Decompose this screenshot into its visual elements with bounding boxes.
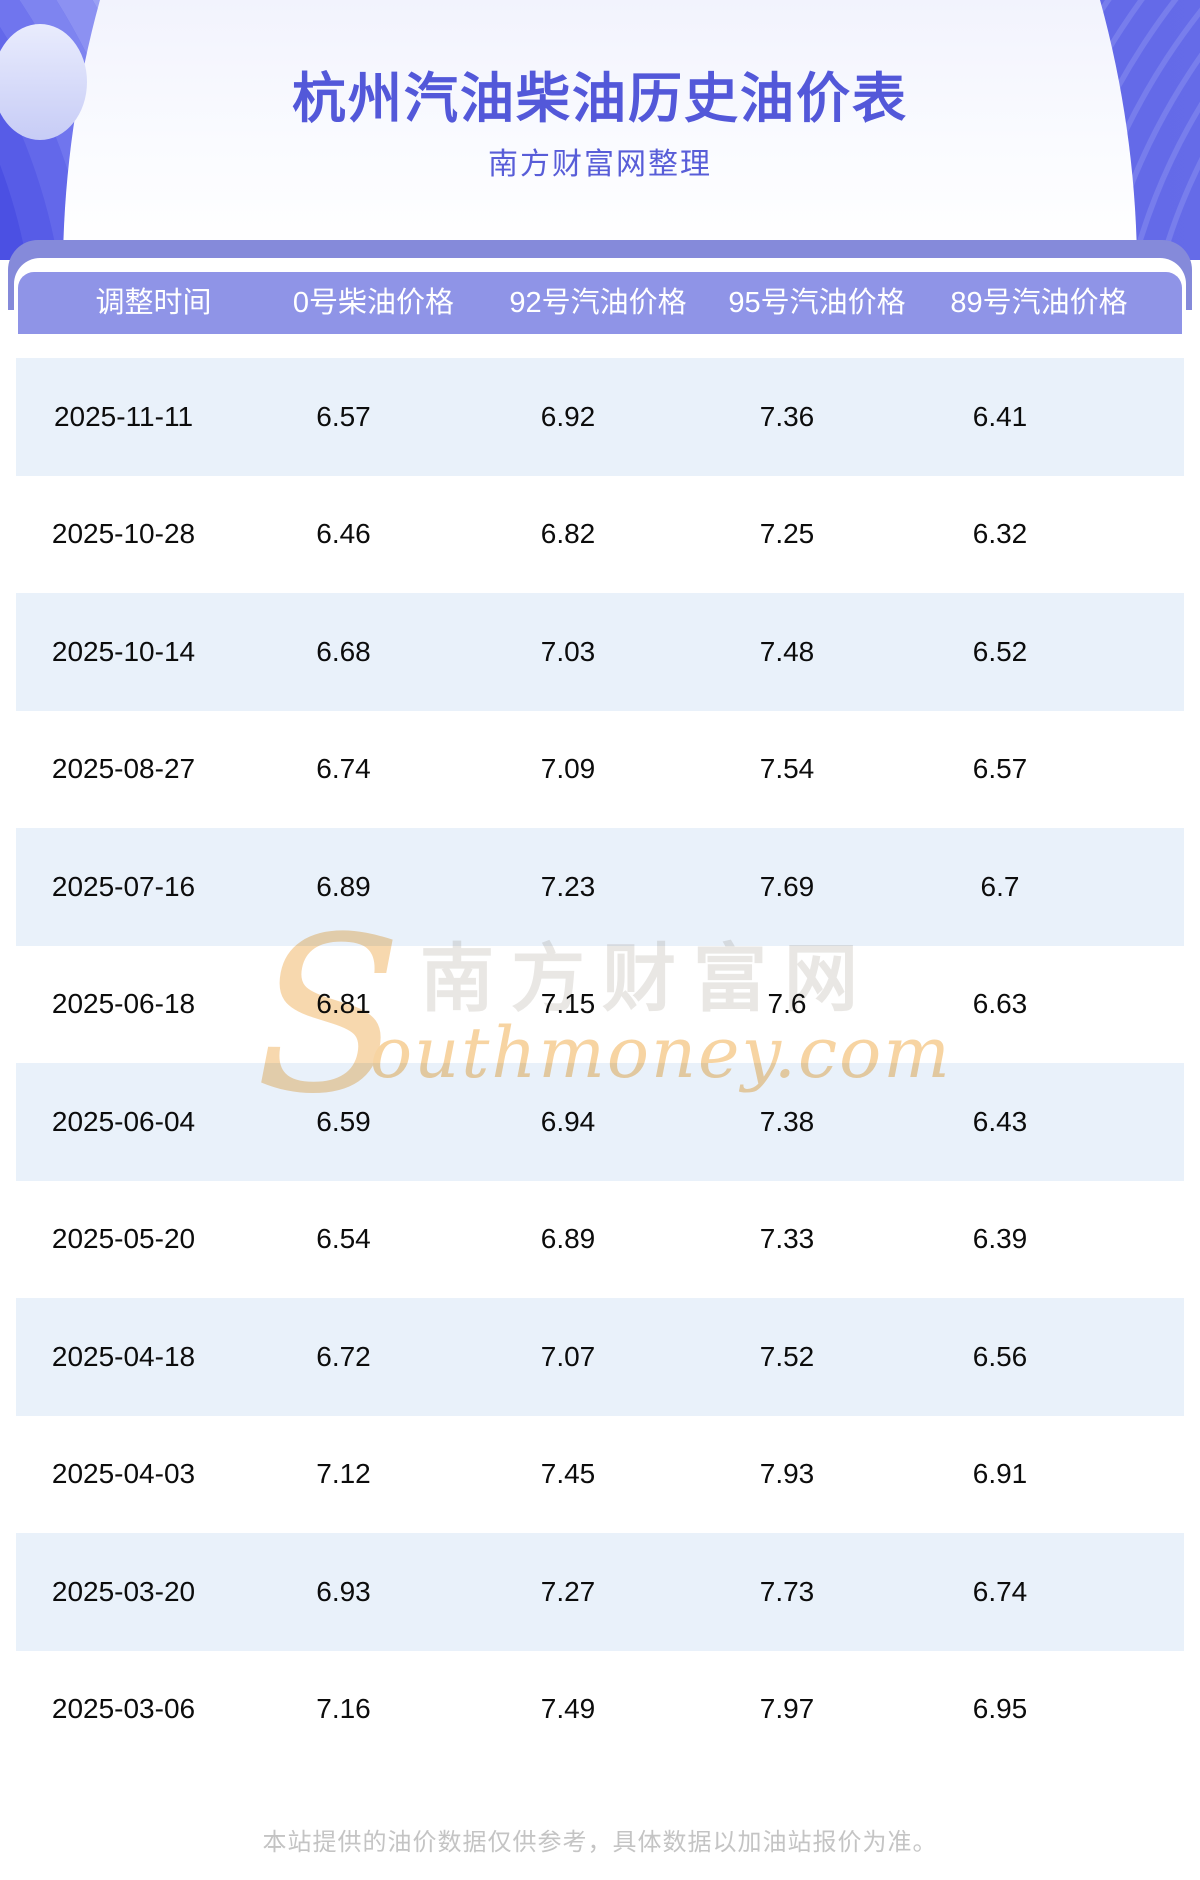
table-row: 2025-10-28 6.46 6.82 7.25 6.32 [16, 476, 1184, 594]
table-row: 2025-03-20 6.93 7.27 7.73 6.74 [16, 1533, 1184, 1651]
cell-price: 7.33 [759, 1223, 815, 1255]
cell-price: 6.95 [972, 1693, 1028, 1725]
cell-price: 7.25 [759, 518, 815, 550]
cell-date: 2025-03-06 [51, 1693, 196, 1725]
table-header-row: 调整时间 0号柴油价格 92号汽油价格 95号汽油价格 89号汽油价格 [18, 272, 1182, 334]
cell-price: 6.57 [972, 753, 1028, 785]
cell-price: 6.46 [316, 518, 371, 550]
table-row: 2025-07-16 6.89 7.23 7.69 6.7 [16, 828, 1184, 946]
cell-price: 7.69 [759, 870, 815, 902]
cell-price: 6.32 [972, 518, 1028, 550]
cell-price: 6.81 [316, 988, 371, 1020]
cell-price: 7.52 [759, 1340, 815, 1372]
cell-date: 2025-04-18 [51, 1340, 196, 1372]
cell-price: 6.82 [540, 518, 596, 550]
cell-price: 7.27 [540, 1575, 596, 1607]
header-cell-4: 95号汽油价格 [728, 287, 906, 319]
cell-date: 2025-10-14 [51, 635, 196, 667]
footer-note: 本站提供的油价数据仅供参考，具体数据以加油站报价为准。 [262, 1829, 938, 1856]
cell-date: 2025-08-27 [51, 753, 196, 785]
cell-date: 2025-11-11 [53, 400, 194, 432]
cell-price: 6.43 [972, 1105, 1028, 1137]
cell-price: 6.72 [316, 1340, 371, 1372]
cell-price: 6.92 [540, 400, 596, 432]
table-body: 2025-11-11 6.57 6.92 7.36 6.41 2025-10-28 6.46… [16, 358, 1184, 1768]
cell-date: 2025-10-28 [51, 518, 196, 550]
cell-price: 6.52 [972, 635, 1028, 667]
table-row: 2025-04-18 6.72 7.07 7.52 6.56 [16, 1298, 1184, 1416]
cell-price: 7.23 [540, 870, 596, 902]
cell-date: 2025-05-20 [51, 1223, 196, 1255]
table-row: 2025-11-11 6.57 6.92 7.36 6.41 [16, 358, 1184, 476]
cell-price: 6.7 [980, 870, 1020, 902]
header-cell-3: 92号汽油价格 [509, 287, 687, 319]
cell-price: 6.89 [316, 870, 371, 902]
cell-price: 7.07 [540, 1340, 596, 1372]
cell-price: 6.68 [316, 635, 371, 667]
cell-price: 7.03 [540, 635, 596, 667]
table-row: 2025-04-03 7.12 7.45 7.93 6.91 [16, 1416, 1184, 1534]
cell-price: 6.41 [972, 400, 1028, 432]
cell-price: 6.94 [540, 1105, 596, 1137]
cell-price: 6.59 [316, 1105, 371, 1137]
cell-date: 2025-04-03 [51, 1458, 196, 1490]
cell-price: 6.63 [972, 988, 1028, 1020]
cell-price: 6.89 [540, 1223, 596, 1255]
table-row: 2025-08-27 6.74 7.09 7.54 6.57 [16, 711, 1184, 829]
cell-date: 2025-03-20 [51, 1575, 196, 1607]
hero-banner: 杭州汽油柴油历史油价表 南方财富网整理 [0, 0, 1200, 260]
cell-price: 7.45 [540, 1458, 596, 1490]
cell-price: 7.15 [540, 988, 596, 1020]
cell-price: 7.16 [316, 1693, 371, 1725]
hero-white-blob [63, 0, 1137, 260]
cell-price: 6.74 [972, 1575, 1028, 1607]
cell-price: 7.97 [759, 1693, 815, 1725]
table-row: 2025-06-04 6.59 6.94 7.38 6.43 [16, 1063, 1184, 1181]
cell-price: 6.93 [316, 1575, 371, 1607]
cell-price: 6.74 [316, 753, 371, 785]
hero-decoration [0, 0, 1200, 260]
cell-price: 7.36 [759, 400, 815, 432]
cell-price: 7.93 [759, 1458, 815, 1490]
cell-price: 6.91 [972, 1458, 1028, 1490]
table-row: 2025-05-20 6.54 6.89 7.33 6.39 [16, 1181, 1184, 1299]
cell-price: 6.57 [316, 400, 371, 432]
cell-date: 2025-06-18 [51, 988, 196, 1020]
cell-price: 6.56 [972, 1340, 1028, 1372]
cell-price: 7.48 [759, 635, 815, 667]
table-row: 2025-06-18 6.81 7.15 7.6 6.63 [16, 946, 1184, 1064]
header-cell-5: 89号汽油价格 [950, 287, 1128, 319]
cell-date: 2025-06-04 [51, 1105, 196, 1137]
cell-price: 7.38 [759, 1105, 815, 1137]
cell-price: 7.09 [540, 753, 596, 785]
table-row: 2025-03-06 7.16 7.49 7.97 6.95 [16, 1651, 1184, 1769]
cell-price: 6.54 [316, 1223, 371, 1255]
cell-price: 7.12 [316, 1458, 371, 1490]
page-title: 杭州汽油柴油历史油价表 [292, 69, 908, 129]
corner-circle [0, 24, 87, 140]
cell-price: 6.39 [972, 1223, 1028, 1255]
cell-price: 7.73 [759, 1575, 815, 1607]
header-cell-2: 0号柴油价格 [292, 287, 455, 319]
header-cell-1: 调整时间 [95, 287, 212, 319]
table-row: 2025-10-14 6.68 7.03 7.48 6.52 [16, 593, 1184, 711]
cell-price: 7.6 [767, 988, 807, 1020]
cell-date: 2025-07-16 [51, 870, 196, 902]
cell-price: 7.54 [759, 753, 815, 785]
cell-price: 7.49 [540, 1693, 596, 1725]
page-subtitle: 南方财富网整理 [488, 148, 712, 181]
